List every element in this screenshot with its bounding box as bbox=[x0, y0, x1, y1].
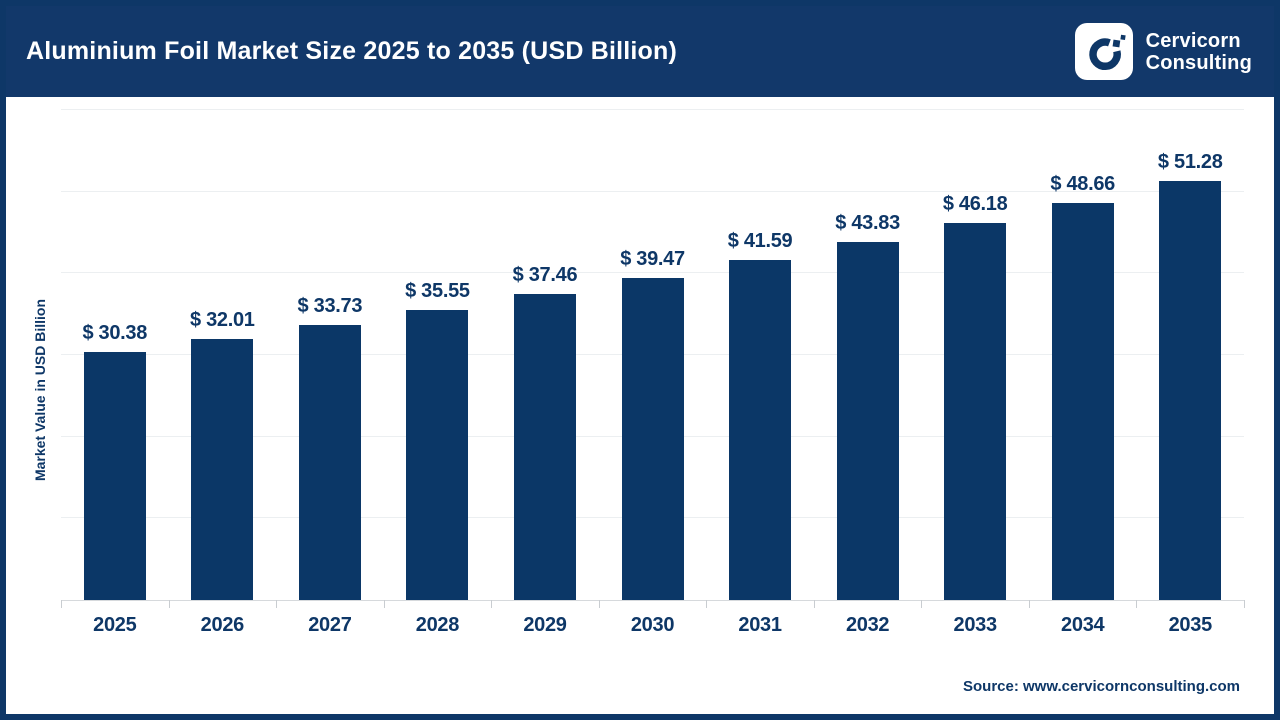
chart-title: Aluminium Foil Market Size 2025 to 2035 … bbox=[26, 37, 678, 65]
x-tick-label-2028: 2028 bbox=[415, 614, 460, 636]
bar-value-label: $ 46.18 bbox=[942, 192, 1008, 215]
bar bbox=[729, 260, 792, 600]
x-tick-label-2027: 2027 bbox=[308, 614, 352, 636]
bar bbox=[1159, 181, 1222, 600]
bar-value-label: $ 33.73 bbox=[297, 294, 363, 317]
x-axis-labels: 2025 2026 2027 2028 2029 2030 2031 2032 2033 2034… bbox=[61, 614, 1244, 637]
x-tick-label-2030: 2030 bbox=[630, 614, 675, 636]
x-axis-tick bbox=[1244, 600, 1245, 608]
bar-value-label: $ 37.46 bbox=[512, 264, 578, 287]
header-band: Aluminium Foil Market Size 2025 to 2035 … bbox=[6, 6, 1274, 97]
plot-wrap: $ 30.38 $ 32.01 $ 33.73 $ 35.55 $ 37.46 $ 39.… bbox=[61, 109, 1244, 600]
x-axis-tick bbox=[598, 600, 600, 608]
bar bbox=[191, 338, 254, 600]
x-axis-tick bbox=[1136, 600, 1138, 608]
bar bbox=[1051, 202, 1114, 600]
bar-value-label: $ 51.28 bbox=[1157, 151, 1223, 174]
bar bbox=[406, 309, 469, 600]
bar-value-label: $ 30.38 bbox=[82, 321, 148, 344]
bar-group-2035: $ 51.28 bbox=[1136, 110, 1244, 600]
x-tick-label-2032: 2032 bbox=[845, 614, 890, 636]
bar-value-label: $ 48.66 bbox=[1050, 172, 1116, 195]
bar-group-2033: $ 46.18 bbox=[921, 110, 1029, 600]
bar bbox=[621, 277, 684, 600]
x-axis-tick bbox=[276, 600, 278, 608]
x-axis-line bbox=[61, 600, 1244, 601]
x-tick-label-2034: 2034 bbox=[1061, 614, 1105, 636]
x-axis-tick bbox=[61, 600, 62, 608]
x-tick-label-2025: 2025 bbox=[93, 614, 137, 636]
x-axis-tick bbox=[383, 600, 385, 608]
gridline-40 bbox=[61, 272, 1244, 274]
bar-group-2034: $ 48.66 bbox=[1029, 110, 1137, 600]
x-tick-label-2033: 2033 bbox=[953, 614, 998, 636]
x-tick-label-2035: 2035 bbox=[1168, 614, 1213, 636]
c-mark-icon bbox=[1088, 34, 1126, 70]
gridline-50 bbox=[61, 190, 1244, 192]
brand-name-line1: Cervicorn bbox=[1145, 29, 1241, 52]
brand-name-line2: Consulting bbox=[1145, 51, 1252, 74]
bar bbox=[836, 242, 899, 600]
bar bbox=[513, 294, 576, 600]
gridline-60 bbox=[61, 109, 1244, 110]
brand-logo: Cervicorn Consulting bbox=[1074, 23, 1252, 80]
source-credit: Source: www.cervicornconsulting.com bbox=[962, 678, 1240, 695]
y-axis-title: Market Value in USD Billion bbox=[32, 298, 48, 482]
bar-group-2026: $ 32.01 bbox=[169, 110, 277, 600]
bar-group-2030: $ 39.47 bbox=[599, 110, 707, 600]
plot-area: $ 30.38 $ 32.01 $ 33.73 $ 35.55 $ 37.46 $ 39.… bbox=[61, 110, 1244, 600]
x-tick-label-2029: 2029 bbox=[523, 614, 567, 636]
x-tick-label-2031: 2031 bbox=[738, 614, 782, 636]
bar-group-2027: $ 33.73 bbox=[276, 110, 384, 600]
cervicorn-logo-icon bbox=[1074, 23, 1133, 80]
x-axis-tick bbox=[1028, 600, 1030, 608]
bar-value-label: $ 32.01 bbox=[190, 308, 255, 331]
bar bbox=[83, 351, 146, 600]
x-axis-ticks bbox=[61, 600, 1245, 608]
bar-group-2032: $ 43.83 bbox=[814, 110, 922, 600]
bar bbox=[944, 222, 1007, 600]
bar-value-label: $ 43.83 bbox=[835, 212, 900, 235]
x-tick-label-2026: 2026 bbox=[200, 614, 245, 636]
bar-group-2025: $ 30.38 bbox=[61, 110, 169, 600]
bar bbox=[298, 324, 361, 600]
x-axis-tick bbox=[168, 600, 170, 608]
bar-value-label: $ 35.55 bbox=[405, 279, 470, 302]
x-axis-tick bbox=[491, 600, 493, 608]
bar-group-2031: $ 41.59 bbox=[706, 110, 814, 600]
bar-group-2028: $ 35.55 bbox=[384, 110, 492, 600]
x-axis-tick bbox=[813, 600, 815, 608]
brand-name: Cervicorn Consulting bbox=[1146, 30, 1252, 74]
bar-value-label: $ 41.59 bbox=[727, 230, 793, 253]
bar-value-label: $ 39.47 bbox=[620, 247, 685, 270]
x-axis-tick bbox=[706, 600, 708, 608]
x-axis-tick bbox=[921, 600, 923, 608]
bar-group-2029: $ 37.46 bbox=[491, 110, 599, 600]
